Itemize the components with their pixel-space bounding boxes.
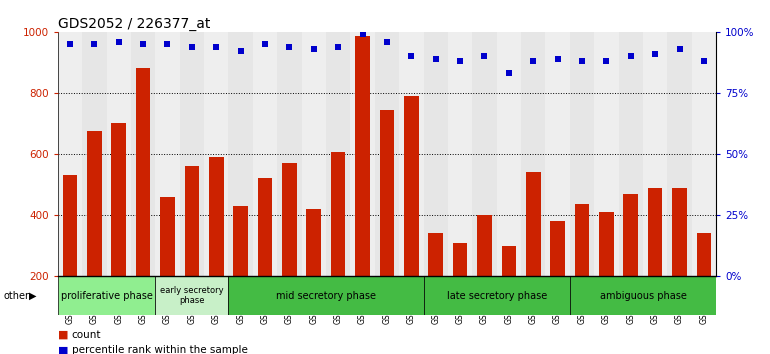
Bar bbox=[282, 163, 296, 276]
Bar bbox=[526, 172, 541, 276]
Bar bbox=[648, 188, 662, 276]
Bar bbox=[399, 32, 424, 276]
Text: ■: ■ bbox=[58, 346, 69, 354]
Bar bbox=[668, 32, 691, 276]
Bar bbox=[112, 124, 126, 276]
Bar bbox=[453, 242, 467, 276]
Bar bbox=[229, 32, 253, 276]
Bar bbox=[404, 96, 419, 276]
Text: ambiguous phase: ambiguous phase bbox=[600, 291, 686, 301]
Bar bbox=[672, 188, 687, 276]
Bar bbox=[574, 204, 589, 276]
Bar bbox=[428, 233, 443, 276]
Bar bbox=[106, 32, 131, 276]
Bar bbox=[82, 32, 106, 276]
Bar bbox=[306, 209, 321, 276]
Bar bbox=[691, 32, 716, 276]
Bar bbox=[233, 206, 248, 276]
Bar bbox=[326, 32, 350, 276]
Bar bbox=[87, 131, 102, 276]
Bar bbox=[136, 69, 150, 276]
Bar bbox=[156, 276, 229, 315]
Bar bbox=[521, 32, 545, 276]
Text: other: other bbox=[4, 291, 30, 301]
Bar bbox=[160, 197, 175, 276]
Bar bbox=[258, 178, 273, 276]
Bar bbox=[253, 32, 277, 276]
Text: mid secretory phase: mid secretory phase bbox=[276, 291, 376, 301]
Bar bbox=[131, 32, 156, 276]
Text: ▶: ▶ bbox=[29, 291, 37, 301]
Bar bbox=[58, 276, 156, 315]
Bar bbox=[350, 32, 375, 276]
Bar bbox=[618, 32, 643, 276]
Bar bbox=[204, 32, 229, 276]
Bar bbox=[380, 110, 394, 276]
Bar bbox=[229, 276, 424, 315]
Bar bbox=[624, 194, 638, 276]
Text: proliferative phase: proliferative phase bbox=[61, 291, 152, 301]
Bar bbox=[156, 32, 179, 276]
Bar bbox=[185, 166, 199, 276]
Bar bbox=[501, 246, 516, 276]
Bar bbox=[477, 215, 492, 276]
Bar bbox=[424, 276, 570, 315]
Bar bbox=[472, 32, 497, 276]
Bar bbox=[570, 32, 594, 276]
Bar bbox=[448, 32, 472, 276]
Bar bbox=[302, 32, 326, 276]
Bar bbox=[209, 157, 223, 276]
Bar bbox=[58, 32, 82, 276]
Bar bbox=[375, 32, 399, 276]
Bar bbox=[545, 32, 570, 276]
Bar bbox=[594, 32, 618, 276]
Bar bbox=[570, 276, 716, 315]
Text: early secretory
phase: early secretory phase bbox=[160, 286, 223, 305]
Bar bbox=[697, 233, 711, 276]
Bar bbox=[424, 32, 448, 276]
Bar bbox=[331, 153, 346, 276]
Text: GDS2052 / 226377_at: GDS2052 / 226377_at bbox=[58, 17, 210, 31]
Bar bbox=[277, 32, 302, 276]
Text: ■: ■ bbox=[58, 330, 69, 339]
Bar bbox=[179, 32, 204, 276]
Text: count: count bbox=[72, 330, 101, 339]
Text: percentile rank within the sample: percentile rank within the sample bbox=[72, 346, 247, 354]
Bar bbox=[551, 221, 565, 276]
Bar bbox=[62, 175, 77, 276]
Bar bbox=[599, 212, 614, 276]
Bar bbox=[643, 32, 668, 276]
Bar bbox=[497, 32, 521, 276]
Bar bbox=[355, 36, 370, 276]
Text: late secretory phase: late secretory phase bbox=[447, 291, 547, 301]
